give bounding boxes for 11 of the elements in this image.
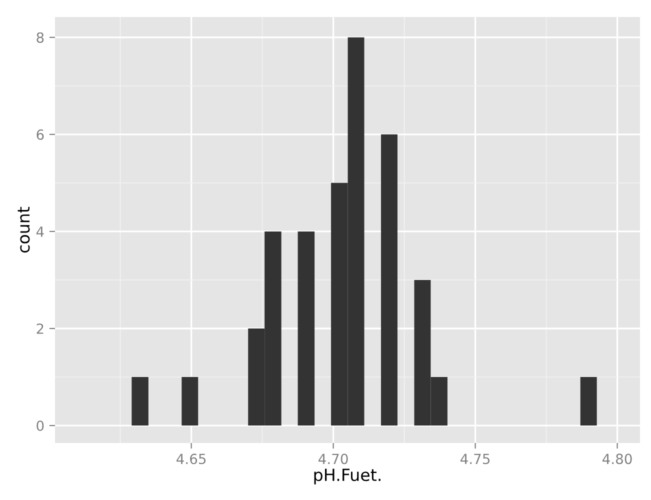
- y-tick-label: 8: [36, 32, 44, 43]
- x-axis-title: pH.Fuet.: [314, 468, 380, 484]
- y-tick-label: 4: [36, 226, 44, 237]
- x-tick-label: 4.75: [460, 454, 490, 464]
- x-tick-label: 4.65: [176, 454, 206, 464]
- y-tick-label: 2: [36, 323, 44, 334]
- x-tick-label: 4.80: [602, 454, 632, 464]
- y-tick-label: 0: [36, 420, 44, 432]
- x-tick-label: 4.70: [318, 454, 348, 464]
- y-tick-label: 6: [36, 129, 44, 140]
- y-axis-title: count: [18, 206, 30, 253]
